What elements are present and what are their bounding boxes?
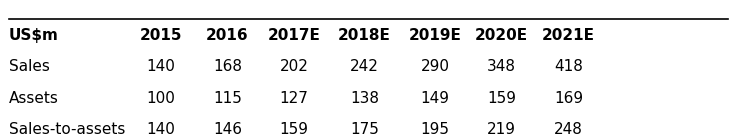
Text: 2016: 2016 xyxy=(206,28,248,43)
Text: 202: 202 xyxy=(280,59,309,74)
Text: 168: 168 xyxy=(213,59,242,74)
Text: 140: 140 xyxy=(147,122,175,137)
Text: 159: 159 xyxy=(280,122,309,137)
Text: 138: 138 xyxy=(350,91,379,106)
Text: Sales-to-assets: Sales-to-assets xyxy=(9,122,125,137)
Text: 175: 175 xyxy=(350,122,379,137)
Text: 100: 100 xyxy=(147,91,175,106)
Text: Assets: Assets xyxy=(9,91,59,106)
Text: 195: 195 xyxy=(420,122,449,137)
Text: 418: 418 xyxy=(554,59,583,74)
Text: 149: 149 xyxy=(420,91,449,106)
Text: 2021E: 2021E xyxy=(542,28,595,43)
Text: Sales: Sales xyxy=(9,59,50,74)
Text: 159: 159 xyxy=(487,91,516,106)
Text: 2017E: 2017E xyxy=(268,28,321,43)
Text: 219: 219 xyxy=(487,122,516,137)
Text: 115: 115 xyxy=(213,91,242,106)
Text: US$m: US$m xyxy=(9,28,59,43)
Text: 248: 248 xyxy=(554,122,583,137)
Text: 242: 242 xyxy=(350,59,379,74)
Text: 146: 146 xyxy=(213,122,242,137)
Text: 2015: 2015 xyxy=(140,28,182,43)
Text: 2020E: 2020E xyxy=(475,28,528,43)
Text: 127: 127 xyxy=(280,91,309,106)
Text: 2019E: 2019E xyxy=(408,28,461,43)
Text: 140: 140 xyxy=(147,59,175,74)
Text: 348: 348 xyxy=(487,59,516,74)
Text: 2018E: 2018E xyxy=(339,28,391,43)
Text: 290: 290 xyxy=(420,59,449,74)
Text: 169: 169 xyxy=(554,91,583,106)
